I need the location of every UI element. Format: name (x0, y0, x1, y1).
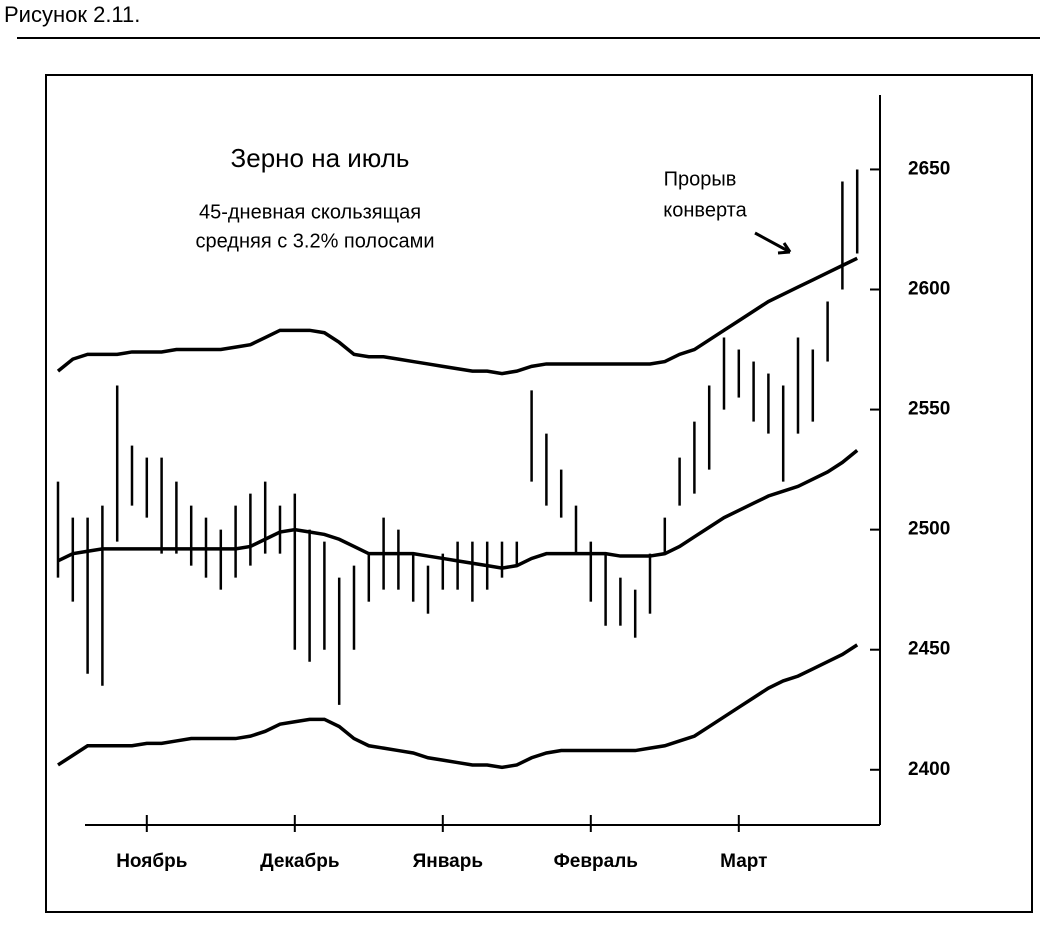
band-line (57, 643, 859, 770)
x-tick-label: Январь (413, 851, 483, 872)
annotation: конверта (663, 199, 747, 221)
band-line (56, 256, 858, 376)
chart-subtitle: 45-дневная скользящая (199, 201, 421, 223)
y-tick-label: 2650 (908, 158, 950, 179)
chart-title: Зерно на июль (231, 143, 410, 173)
x-tick-label: Ноябрь (116, 851, 187, 872)
y-tick-label: 2600 (908, 279, 950, 300)
frame (45, 74, 1033, 913)
annotation: Прорыв (664, 168, 737, 190)
x-tick-label: Декабрь (260, 851, 339, 872)
y-tick-label: 2500 (908, 519, 950, 540)
x-tick-label: Февраль (554, 851, 638, 872)
y-tick-label: 2550 (908, 399, 950, 420)
annotation-arrow (754, 231, 792, 255)
figure-caption: Рисунок 2.11. (4, 2, 140, 27)
y-tick-label: 2450 (908, 639, 950, 660)
chart-subtitle: средняя с 3.2% полосами (195, 230, 434, 252)
x-tick-label: Март (720, 851, 767, 872)
y-tick-label: 2400 (908, 759, 950, 780)
